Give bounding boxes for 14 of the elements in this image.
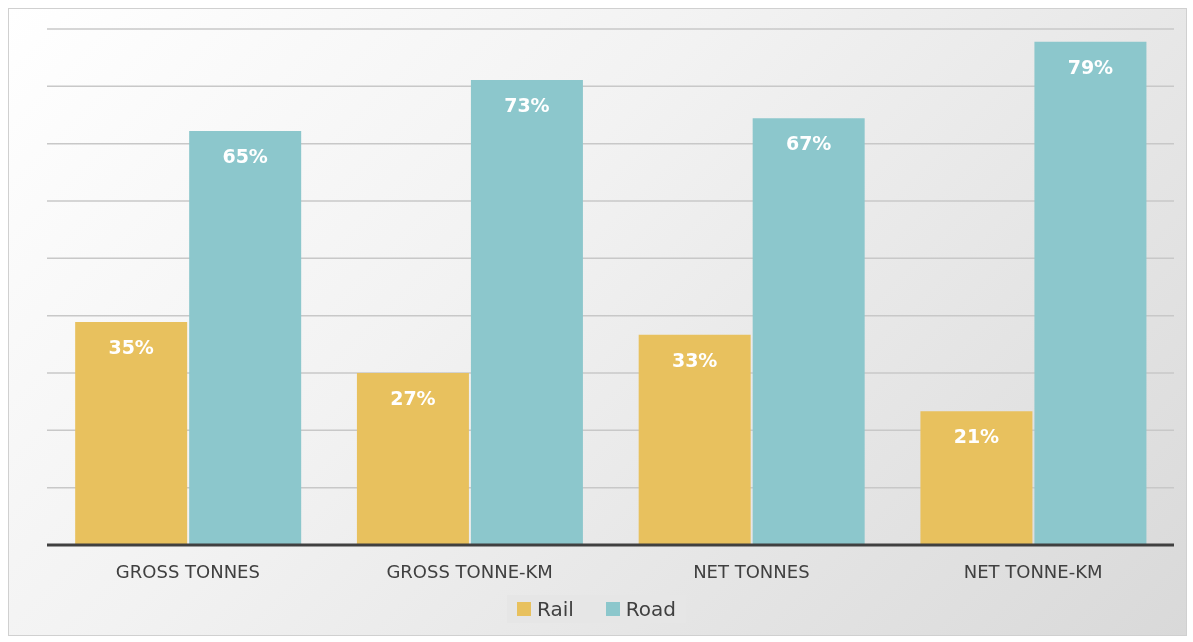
x-tick-label: GROSS TONNES [115,560,260,582]
x-tick-label: GROSS TONNE-KM [386,560,553,582]
data-label: 33% [671,348,718,371]
legend-label: Road [625,597,676,621]
x-tick-label: NET TONNE-KM [963,560,1103,582]
data-label: 79% [1067,55,1114,78]
data-label: 67% [785,132,832,155]
legend-label: Rail [536,597,574,621]
data-label: 73% [504,93,550,116]
data-label: 35% [108,336,154,359]
x-tick-label: NET TONNES [693,560,810,582]
data-label: 21% [953,425,1000,448]
data-label: 27% [390,387,436,409]
data-label: 65% [222,144,268,167]
